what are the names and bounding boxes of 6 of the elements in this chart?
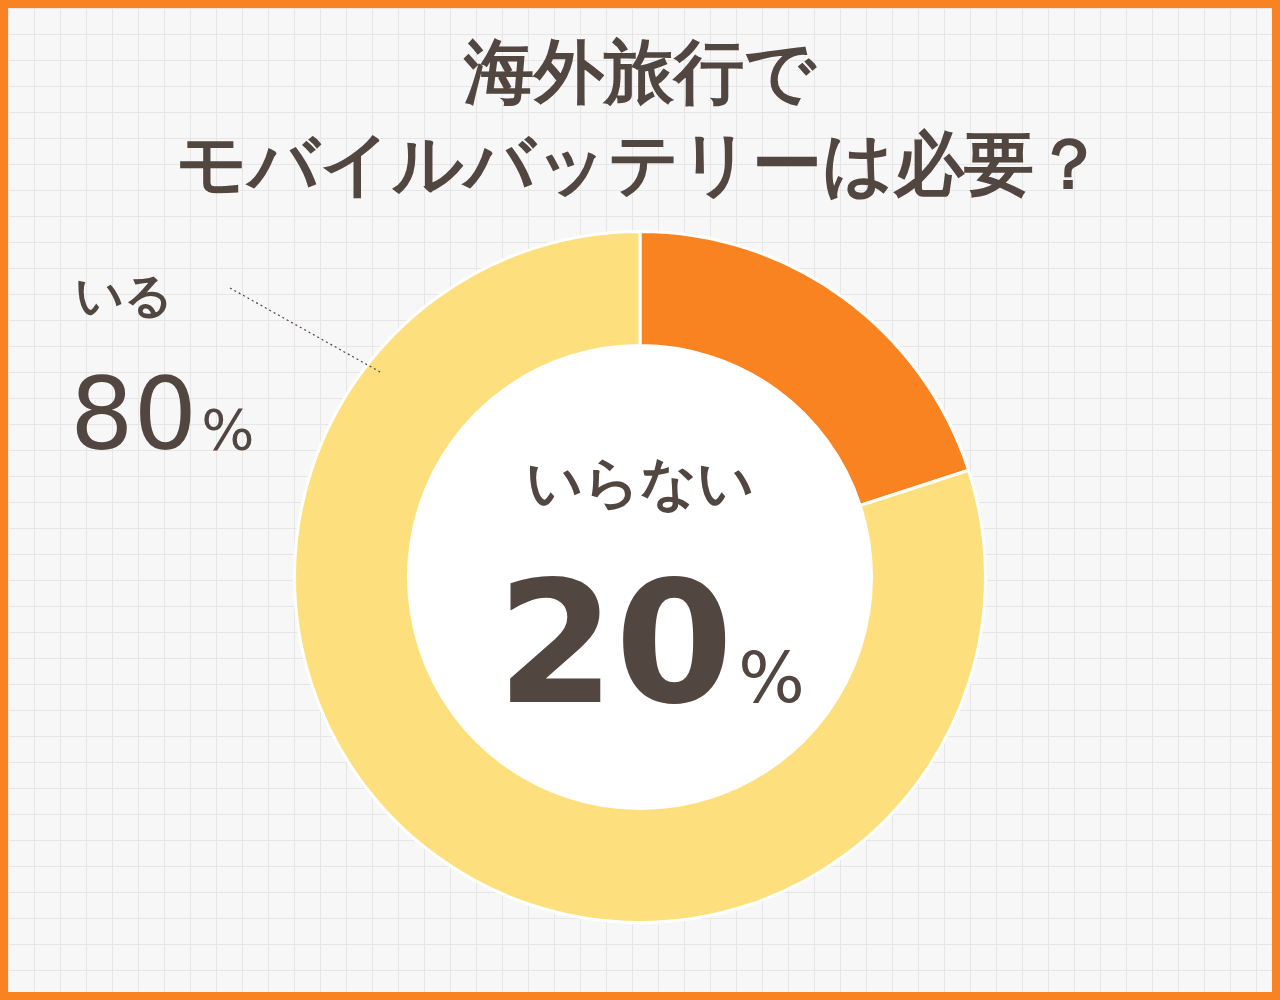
chart-subtitle: モバイルバッテリーは必要？ bbox=[176, 123, 1104, 205]
data-label: 20% bbox=[496, 544, 805, 742]
slice-label: いらない bbox=[526, 450, 754, 515]
data-label: 80% bbox=[70, 356, 255, 473]
slice-label: いる bbox=[75, 267, 173, 323]
chart-title: 海外旅行で bbox=[464, 31, 816, 113]
